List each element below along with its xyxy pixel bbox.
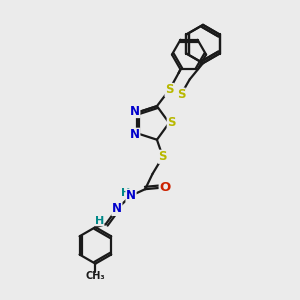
- Text: N: N: [130, 105, 140, 118]
- Text: S: S: [177, 88, 185, 101]
- Text: S: S: [159, 150, 167, 163]
- Text: N: N: [126, 189, 136, 202]
- Text: CH₃: CH₃: [85, 271, 105, 281]
- Text: H: H: [121, 188, 130, 198]
- Text: N: N: [112, 202, 122, 215]
- Text: O: O: [159, 181, 170, 194]
- Text: S: S: [165, 83, 173, 96]
- Text: N: N: [130, 128, 140, 141]
- Text: H: H: [94, 216, 104, 226]
- Text: S: S: [167, 116, 176, 129]
